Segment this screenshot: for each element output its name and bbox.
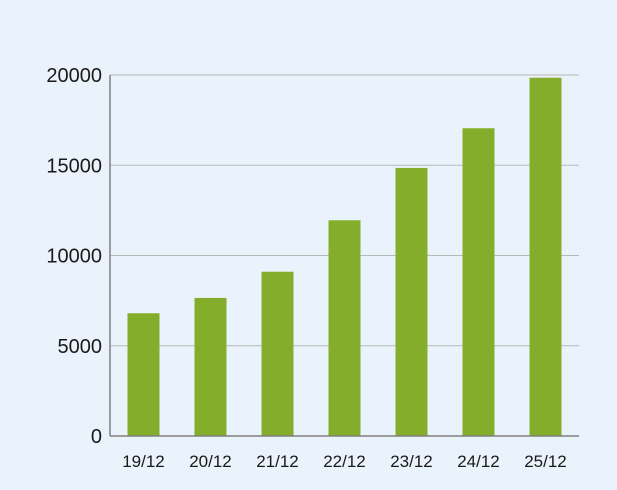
bar	[194, 297, 227, 436]
y-tick-label: 5000	[58, 336, 103, 358]
x-tick-label: 23/12	[390, 452, 433, 471]
bars	[127, 77, 562, 437]
y-tick-label: 10000	[46, 246, 102, 268]
x-tick-label: 19/12	[122, 452, 165, 471]
axes	[109, 75, 579, 437]
bar	[328, 220, 361, 436]
bar	[127, 313, 160, 436]
y-tick-label: 20000	[46, 65, 102, 87]
x-tick-labels: 19/12 20/12 21/12 22/12 23/12 24/12 25/12	[122, 452, 567, 471]
y-tick-label: 15000	[46, 155, 102, 177]
x-tick-label: 24/12	[457, 452, 500, 471]
bar	[462, 128, 495, 436]
x-tick-label: 21/12	[256, 452, 299, 471]
bar	[529, 77, 562, 437]
x-tick-label: 20/12	[189, 452, 232, 471]
x-tick-label: 22/12	[323, 452, 366, 471]
x-tick-label: 25/12	[524, 452, 567, 471]
bar	[261, 271, 294, 436]
bar	[395, 167, 428, 436]
y-tick-labels: 0 5000 10000 15000 20000	[46, 65, 102, 448]
y-tick-label: 0	[91, 426, 102, 448]
